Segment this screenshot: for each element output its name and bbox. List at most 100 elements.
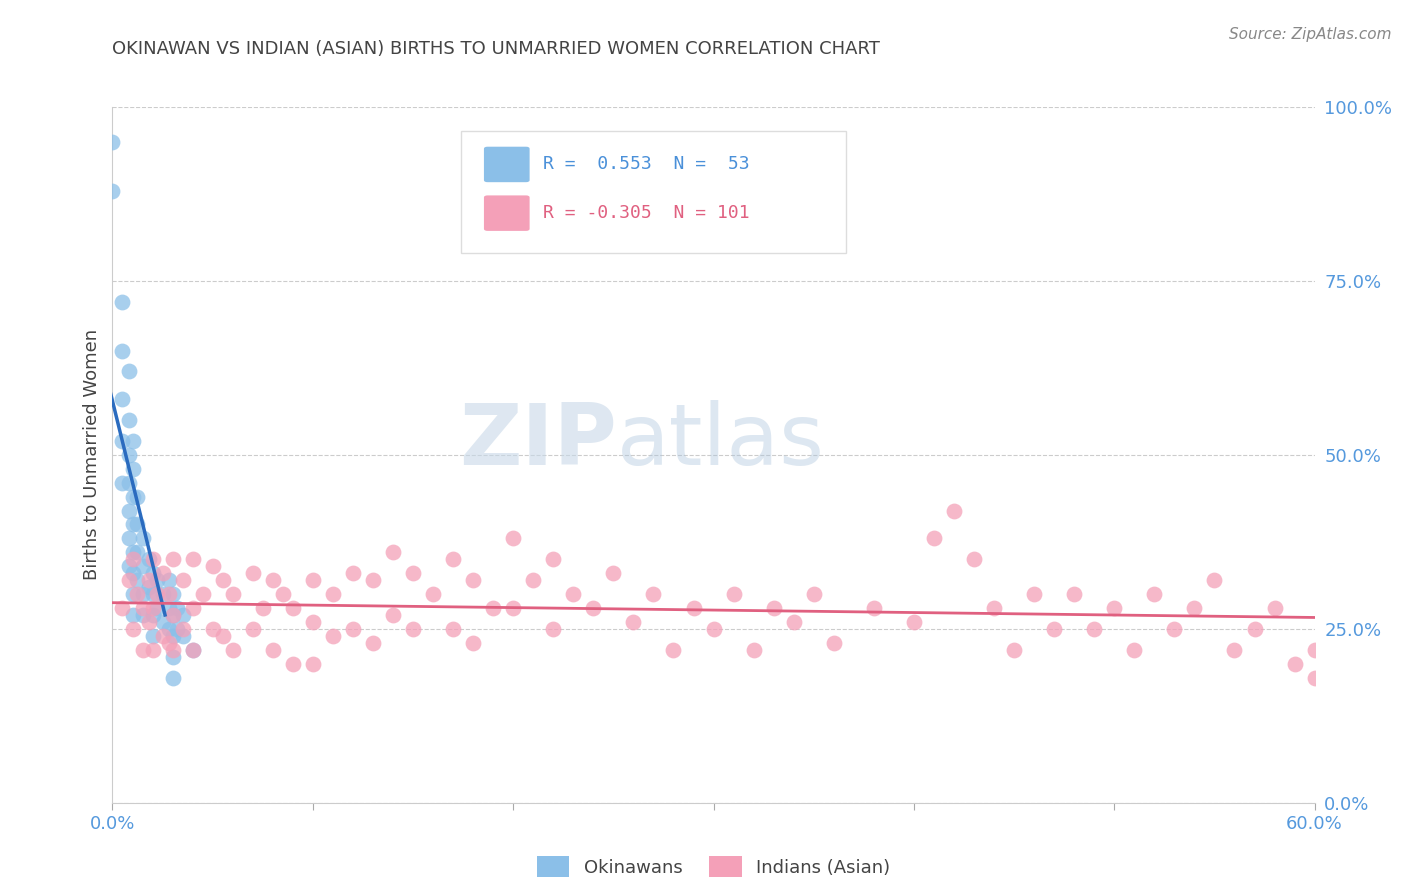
Point <box>111 601 134 615</box>
Point <box>211 629 233 643</box>
Point <box>125 517 148 532</box>
Point <box>111 392 134 407</box>
Point <box>1243 622 1265 636</box>
Point <box>643 587 665 601</box>
Point <box>582 601 605 615</box>
Text: atlas: atlas <box>617 400 825 483</box>
Point <box>252 601 274 615</box>
Point <box>1163 622 1185 636</box>
Point <box>502 601 524 615</box>
Point <box>242 622 264 636</box>
Point <box>361 636 384 650</box>
Point <box>157 573 180 587</box>
Point <box>621 615 644 629</box>
Point <box>1002 642 1025 657</box>
Point <box>172 629 194 643</box>
Point <box>762 601 785 615</box>
Point <box>1083 622 1105 636</box>
Point <box>101 184 124 198</box>
Point <box>222 642 245 657</box>
Point <box>125 587 148 601</box>
Point <box>422 587 444 601</box>
Text: R =  0.553  N =  53: R = 0.553 N = 53 <box>543 155 749 173</box>
Text: R = -0.305  N = 101: R = -0.305 N = 101 <box>543 203 749 222</box>
Point <box>682 601 704 615</box>
Point <box>302 573 325 587</box>
Point <box>117 475 139 490</box>
Point <box>983 601 1005 615</box>
Point <box>1063 587 1085 601</box>
Point <box>562 587 585 601</box>
Point <box>157 587 180 601</box>
Point <box>145 601 167 615</box>
Point <box>121 622 143 636</box>
Text: ZIP: ZIP <box>460 400 617 483</box>
Point <box>201 559 224 574</box>
Point <box>922 532 945 546</box>
Point <box>723 587 745 601</box>
Text: OKINAWAN VS INDIAN (ASIAN) BIRTHS TO UNMARRIED WOMEN CORRELATION CHART: OKINAWAN VS INDIAN (ASIAN) BIRTHS TO UNM… <box>112 40 880 58</box>
Legend: Okinawans, Indians (Asian): Okinawans, Indians (Asian) <box>530 849 897 884</box>
Point <box>742 642 765 657</box>
Point <box>117 364 139 378</box>
Point <box>382 545 405 559</box>
Point <box>117 448 139 462</box>
Point <box>222 587 245 601</box>
Point <box>162 607 184 622</box>
Point <box>172 607 194 622</box>
Point <box>1264 601 1286 615</box>
FancyBboxPatch shape <box>484 195 530 231</box>
Point <box>166 601 188 615</box>
Point <box>152 615 174 629</box>
Point <box>402 566 425 581</box>
Point <box>121 552 143 566</box>
Point <box>162 607 184 622</box>
Point <box>242 566 264 581</box>
Point <box>702 622 725 636</box>
Point <box>117 573 139 587</box>
Point <box>138 580 160 594</box>
Point <box>141 642 163 657</box>
Point <box>121 434 143 448</box>
Point <box>121 545 143 559</box>
Point <box>441 552 464 566</box>
Point <box>402 622 425 636</box>
Point <box>662 642 685 657</box>
Point <box>152 587 174 601</box>
Point <box>281 657 304 671</box>
Point <box>138 552 160 566</box>
Point <box>125 573 148 587</box>
Point <box>382 607 405 622</box>
Point <box>1303 671 1326 685</box>
Point <box>125 545 148 559</box>
Point <box>262 573 284 587</box>
Point <box>361 573 384 587</box>
Point <box>322 629 344 643</box>
Point <box>181 601 204 615</box>
Point <box>543 552 565 566</box>
Point <box>141 587 163 601</box>
Y-axis label: Births to Unmarried Women: Births to Unmarried Women <box>83 329 101 581</box>
Point <box>191 587 214 601</box>
Point <box>131 559 153 574</box>
Text: Source: ZipAtlas.com: Source: ZipAtlas.com <box>1229 27 1392 42</box>
Point <box>157 601 180 615</box>
Point <box>1024 587 1046 601</box>
Point <box>441 622 464 636</box>
Point <box>117 413 139 427</box>
FancyBboxPatch shape <box>461 131 846 253</box>
Point <box>138 615 160 629</box>
Point <box>117 503 139 517</box>
Point <box>1223 642 1246 657</box>
Point <box>211 573 233 587</box>
Point <box>1043 622 1066 636</box>
Point <box>322 587 344 601</box>
Point <box>162 587 184 601</box>
Point <box>823 636 845 650</box>
Point <box>302 615 325 629</box>
Point <box>121 566 143 581</box>
Point <box>342 622 364 636</box>
Point <box>131 642 153 657</box>
Point <box>1204 573 1226 587</box>
Point <box>111 294 134 309</box>
